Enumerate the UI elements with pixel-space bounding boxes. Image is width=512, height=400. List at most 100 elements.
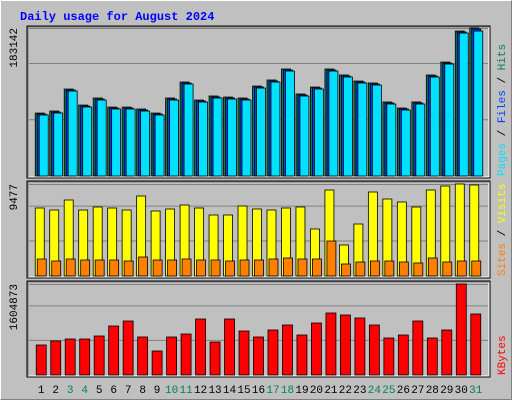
bar	[35, 344, 47, 376]
bar	[328, 70, 339, 177]
bar	[398, 261, 409, 277]
bar	[296, 334, 308, 376]
bar	[64, 338, 76, 376]
x-tick-label: 4	[81, 385, 88, 397]
bar	[267, 329, 279, 376]
x-tick-label: 18	[281, 385, 294, 397]
bar	[151, 350, 163, 376]
bar	[198, 101, 208, 177]
bar	[283, 257, 293, 277]
bar	[50, 340, 62, 376]
bar	[473, 30, 484, 177]
bar	[400, 109, 411, 177]
bar	[224, 318, 235, 376]
bar	[227, 98, 237, 177]
bar	[137, 336, 149, 376]
x-tick-label: 20	[310, 385, 323, 397]
bar	[368, 324, 380, 376]
bar	[429, 76, 440, 177]
bar	[109, 259, 120, 277]
bar	[354, 317, 366, 376]
legend-entry: Sites	[497, 243, 509, 276]
bar	[369, 260, 380, 277]
bar	[53, 112, 64, 177]
bar	[82, 106, 93, 177]
legend-separator: /	[497, 223, 509, 243]
bar	[444, 63, 455, 177]
x-tick-label: 7	[125, 385, 132, 397]
panel-bevel	[27, 181, 489, 277]
bar	[413, 262, 424, 277]
bar	[225, 260, 235, 277]
x-tick-label: 22	[339, 385, 352, 397]
chart-title: Daily usage for August 2024	[20, 10, 214, 24]
x-tick-label: 2	[52, 385, 59, 397]
panel-bevel	[28, 282, 490, 377]
bar	[166, 336, 177, 376]
legend-entry: Visits	[497, 184, 509, 224]
x-tick-label: 6	[110, 385, 117, 397]
bar	[51, 260, 62, 277]
y-tick-label: 183142	[9, 28, 21, 68]
bar	[212, 97, 223, 177]
bar	[470, 313, 482, 376]
bar	[256, 87, 266, 177]
bar	[152, 259, 163, 277]
bar	[210, 259, 221, 277]
legend: KBytes	[497, 335, 509, 375]
bar	[195, 318, 206, 376]
bar	[80, 259, 91, 277]
legend: Pages / Files / Hits	[497, 44, 509, 176]
bar	[412, 320, 424, 376]
x-tick-label: 17	[266, 385, 279, 397]
x-tick-label: 3	[67, 385, 74, 397]
bar	[36, 258, 47, 277]
bar	[427, 257, 438, 277]
bar	[297, 258, 308, 277]
legend-separator: /	[497, 123, 509, 143]
bar	[96, 99, 107, 177]
bar	[471, 260, 482, 277]
bar	[455, 283, 467, 376]
x-tick-label: 26	[397, 385, 410, 397]
bar	[371, 84, 382, 177]
bar	[441, 329, 453, 376]
x-tick-label: 13	[208, 385, 221, 397]
x-tick-label: 30	[455, 385, 468, 397]
bar	[341, 263, 351, 277]
bar	[442, 261, 453, 277]
x-tick-label: 15	[237, 385, 250, 397]
x-tick-label: 14	[223, 385, 237, 397]
legend-entry: Hits	[497, 44, 509, 70]
x-tick-label: 5	[96, 385, 103, 397]
bar	[94, 259, 105, 277]
bar	[386, 103, 397, 177]
bar	[169, 99, 179, 177]
bar	[285, 70, 295, 177]
bar	[123, 260, 134, 277]
bar	[239, 259, 250, 277]
x-tick-label: 12	[194, 385, 207, 397]
bar	[196, 259, 206, 277]
x-tick-label: 25	[382, 385, 395, 397]
bar	[314, 88, 324, 177]
bar	[312, 258, 322, 277]
bar	[311, 322, 322, 376]
legend-entry: Pages	[497, 143, 509, 176]
x-tick-label: 29	[440, 385, 453, 397]
bar	[397, 334, 409, 376]
bar	[93, 335, 105, 376]
bar	[415, 103, 426, 177]
bar	[458, 32, 469, 177]
x-tick-label: 27	[411, 385, 424, 397]
x-tick-label: 9	[154, 385, 161, 397]
y-tick-label: 1604873	[9, 284, 21, 330]
bar	[325, 312, 337, 376]
x-tick-label: 28	[426, 385, 439, 397]
legend-entry: KBytes	[497, 335, 509, 375]
bar	[340, 314, 351, 376]
legend-separator: /	[497, 70, 509, 90]
bar	[343, 76, 353, 177]
